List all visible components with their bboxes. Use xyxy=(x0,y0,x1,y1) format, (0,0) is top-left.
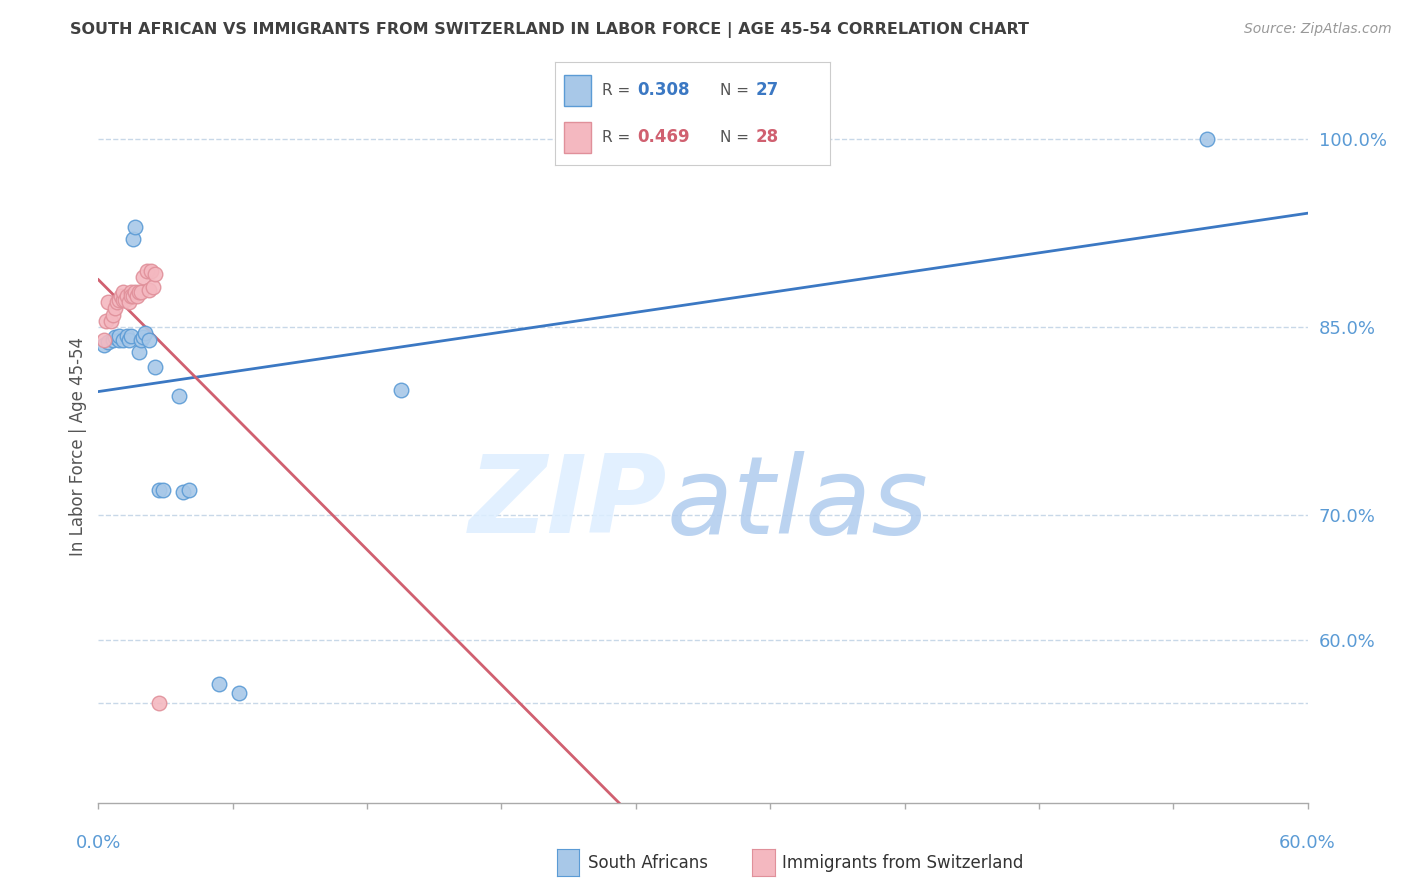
Text: atlas: atlas xyxy=(666,450,928,556)
Point xyxy=(121,232,143,246)
Point xyxy=(129,333,152,347)
FancyBboxPatch shape xyxy=(564,122,591,153)
Point xyxy=(101,333,124,347)
Text: R =: R = xyxy=(602,130,636,145)
Text: 0.469: 0.469 xyxy=(638,128,690,146)
Point xyxy=(132,330,155,344)
Point xyxy=(120,328,142,343)
Text: SOUTH AFRICAN VS IMMIGRANTS FROM SWITZERLAND IN LABOR FORCE | AGE 45-54 CORRELAT: SOUTH AFRICAN VS IMMIGRANTS FROM SWITZER… xyxy=(70,22,1029,38)
Point xyxy=(152,483,174,497)
Point xyxy=(132,270,155,285)
Point xyxy=(111,333,134,347)
Point xyxy=(128,285,150,299)
Point xyxy=(125,289,148,303)
Point xyxy=(111,293,134,307)
Point xyxy=(143,360,166,375)
Point xyxy=(118,333,141,347)
FancyBboxPatch shape xyxy=(564,75,591,105)
Point xyxy=(148,696,170,710)
Point xyxy=(148,483,170,497)
Point xyxy=(124,285,146,299)
Point xyxy=(128,345,150,359)
Point xyxy=(105,295,128,310)
Point xyxy=(389,383,412,397)
Text: ZIP: ZIP xyxy=(468,450,666,556)
Point xyxy=(110,289,132,303)
Y-axis label: In Labor Force | Age 45-54: In Labor Force | Age 45-54 xyxy=(69,336,87,556)
Point xyxy=(111,285,134,299)
Point xyxy=(142,280,165,294)
Text: N =: N = xyxy=(720,83,754,97)
Text: 0.0%: 0.0% xyxy=(76,834,121,852)
Point xyxy=(103,330,125,344)
Point xyxy=(115,289,138,303)
Point xyxy=(115,328,138,343)
Point xyxy=(167,389,190,403)
Point xyxy=(114,293,136,307)
Point xyxy=(96,314,118,328)
Point xyxy=(107,328,129,343)
Text: Immigrants from Switzerland: Immigrants from Switzerland xyxy=(782,854,1024,871)
Point xyxy=(107,293,129,307)
Text: 60.0%: 60.0% xyxy=(1279,834,1336,852)
Point xyxy=(124,219,146,234)
Point xyxy=(97,295,120,310)
Point xyxy=(97,335,120,350)
Point xyxy=(129,285,152,299)
Point xyxy=(139,264,162,278)
Point xyxy=(107,333,129,347)
Text: 27: 27 xyxy=(755,81,779,99)
Point xyxy=(120,289,142,303)
Point xyxy=(135,264,157,278)
Point xyxy=(101,308,124,322)
Point xyxy=(100,314,122,328)
Text: N =: N = xyxy=(720,130,754,145)
Point xyxy=(138,333,160,347)
Point xyxy=(93,333,115,347)
Point xyxy=(103,301,125,316)
Text: R =: R = xyxy=(602,83,636,97)
Point xyxy=(121,289,143,303)
Point xyxy=(93,337,115,351)
Point xyxy=(1195,132,1218,146)
Point xyxy=(138,283,160,297)
Text: 28: 28 xyxy=(755,128,779,146)
Text: 0.308: 0.308 xyxy=(638,81,690,99)
Point xyxy=(120,285,142,299)
Point xyxy=(228,685,250,699)
Text: South Africans: South Africans xyxy=(588,854,707,871)
Point xyxy=(172,485,194,500)
Text: Source: ZipAtlas.com: Source: ZipAtlas.com xyxy=(1244,22,1392,37)
Point xyxy=(179,483,201,497)
Point xyxy=(143,268,166,282)
Point xyxy=(208,677,231,691)
Point xyxy=(118,295,141,310)
Point xyxy=(134,326,156,341)
